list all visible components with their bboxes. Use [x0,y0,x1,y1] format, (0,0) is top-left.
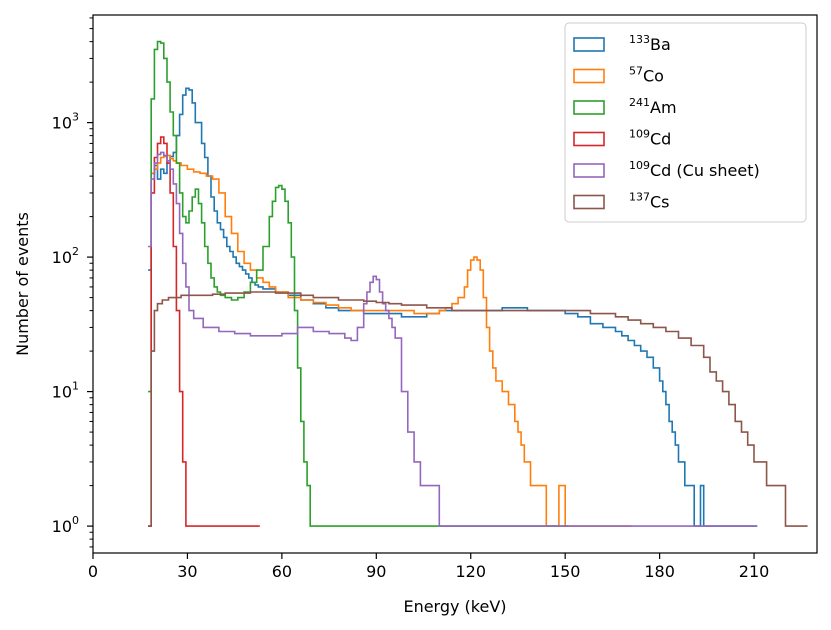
legend-superscript: 57 [629,65,643,78]
x-tick-label: 120 [455,562,486,581]
x-axis-title: Energy (keV) [403,597,506,616]
y-tick-label: 101 [52,380,79,402]
legend-label-3: 109Cd [629,128,671,149]
x-axis: 0 30 60 90 120 150 180 210 [88,553,769,581]
y-tick-exponent: 0 [72,514,79,527]
legend-label-4: 109Cd (Cu sheet) [629,159,760,180]
plot-frame [92,14,818,554]
legend-swatch-3 [573,131,605,147]
legend-box [564,22,807,223]
legend-name: Cd [650,130,671,149]
legend-label-5: 137Cs [629,191,670,212]
series-line-2 [148,40,569,527]
y-tick-label: 102 [52,245,79,267]
plot-series [148,40,808,527]
legend-name: Co [643,67,664,86]
y-axis-title: Number of events [13,212,32,356]
series-line-4 [148,151,758,527]
x-tick-label: 0 [88,562,98,581]
y-tick-label: 100 [52,514,79,536]
y-tick-base: 10 [52,114,72,133]
y-tick-base: 10 [52,248,72,267]
series-line-3 [148,136,260,527]
y-tick-exponent: 2 [72,245,79,258]
legend-superscript: 241 [629,96,650,109]
y-tick-label: 103 [52,111,79,133]
y-tick-exponent: 3 [72,111,79,124]
legend-swatch-1 [573,68,605,84]
legend-superscript: 137 [629,191,650,204]
legend-swatch-2 [573,100,605,115]
x-tick-label: 150 [550,562,581,581]
legend-superscript: 109 [629,159,650,172]
x-tick-label: 90 [366,562,386,581]
legend-name: Ba [650,35,671,54]
y-tick-base: 10 [52,517,72,536]
y-tick-exponent: 1 [72,380,79,393]
legend-superscript: 109 [629,128,650,141]
legend-superscript: 133 [629,33,650,46]
legend-swatch-0 [573,37,605,52]
series-line-5 [148,291,808,527]
legend-name: Cd (Cu sheet) [650,161,760,180]
legend-label-0: 133Ba [629,33,671,54]
x-tick-label: 60 [272,562,292,581]
y-tick-base: 10 [52,383,72,402]
legend-name: Am [650,98,677,117]
legend-name: Cs [650,193,670,212]
legend-swatch-4 [573,163,605,178]
legend-label-1: 57Co [629,65,664,86]
legend-label-2: 241Am [629,96,677,117]
series-line-1 [151,154,632,527]
x-tick-label: 30 [177,562,197,581]
legend-swatch-5 [573,194,605,210]
x-tick-label: 180 [644,562,675,581]
x-tick-label: 210 [739,562,770,581]
